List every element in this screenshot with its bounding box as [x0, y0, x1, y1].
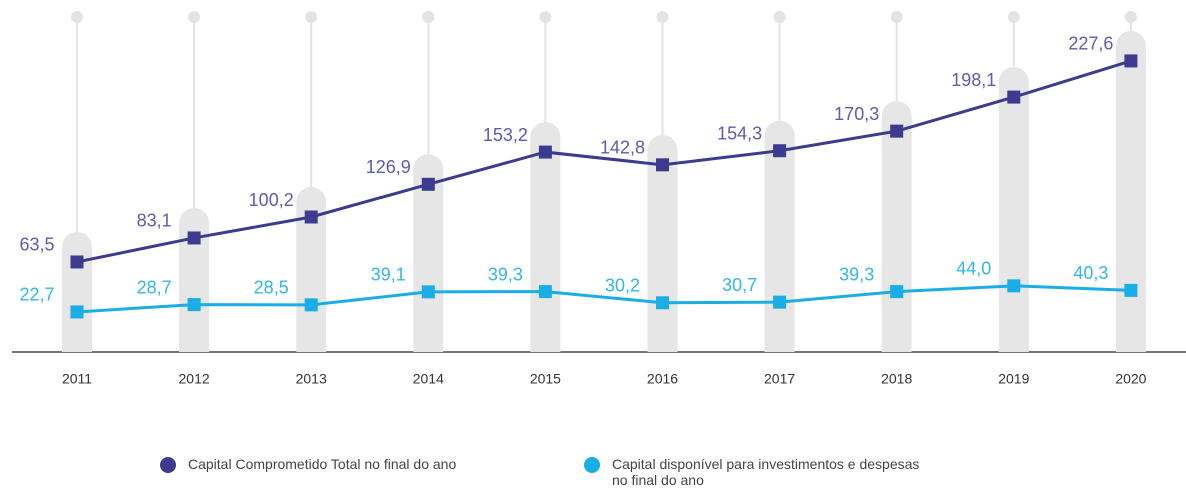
x-tick-label: 2019 [998, 371, 1029, 387]
point-marker [656, 158, 669, 172]
pillar-dot [422, 11, 435, 23]
pillar-dot [890, 11, 903, 23]
pillar [998, 67, 1029, 353]
x-tick-label: 2011 [62, 371, 92, 387]
legend-swatch [584, 457, 600, 473]
point-marker [70, 255, 84, 269]
x-tick-label: 2020 [1115, 371, 1146, 387]
pillar [296, 187, 327, 352]
legend-label: Capital Comprometido Total no final do a… [188, 456, 457, 472]
legend-label: Capital disponível para investimentos e … [612, 456, 920, 488]
point-marker [1124, 283, 1138, 297]
point-marker [70, 305, 84, 319]
point-marker [421, 285, 435, 299]
chart: 2011 2012 2013 2014 2015 2016 2017 2018 2019 2020… [12, 11, 1186, 387]
data-label: 39,3 [839, 264, 874, 284]
x-tick-label: 2013 [296, 371, 327, 387]
point-marker [421, 177, 435, 191]
point-marker [656, 296, 669, 310]
data-label: 154,3 [717, 123, 762, 143]
pillar [413, 154, 444, 352]
point-marker [187, 298, 201, 312]
x-tick-label: 2015 [530, 371, 561, 387]
x-tick-label: 2012 [179, 371, 210, 387]
pillar [179, 207, 210, 352]
data-label: 63,5 [19, 235, 54, 255]
data-label: 227,6 [1068, 34, 1113, 54]
legend-item: Capital Comprometido Total no final do a… [160, 456, 456, 473]
data-label: 39,3 [488, 264, 523, 284]
series-line [76, 284, 1131, 314]
point-marker [890, 124, 904, 138]
data-label: 28,7 [137, 277, 172, 297]
data-label: 40,3 [1073, 263, 1108, 283]
x-tick-label: 2018 [881, 371, 912, 387]
x-tick-label: 2017 [764, 371, 795, 387]
point-marker [304, 298, 318, 312]
data-label: 170,3 [834, 104, 879, 124]
pillar [881, 101, 912, 352]
pillar-dot [188, 11, 201, 23]
x-tick-label: 2014 [413, 371, 444, 387]
point-marker [1124, 54, 1138, 68]
pillar [1115, 30, 1146, 352]
data-label: 153,2 [483, 125, 528, 145]
data-label: 30,7 [722, 275, 757, 295]
point-marker [1007, 90, 1021, 104]
data-label: 28,5 [254, 278, 289, 298]
pillar-dot [539, 11, 552, 23]
pillar-dot [305, 11, 318, 23]
data-label: 126,9 [366, 157, 411, 177]
point-marker [1007, 279, 1021, 293]
data-label: 30,2 [605, 276, 640, 296]
data-label: 83,1 [137, 211, 172, 231]
legend-item: Capital disponível para investimentos e … [584, 456, 924, 488]
pillar-dot [656, 11, 669, 23]
data-label: 39,1 [371, 265, 406, 285]
legend-swatch [160, 457, 176, 473]
pillar [647, 134, 678, 352]
point-marker [773, 295, 787, 309]
pillar [530, 122, 561, 352]
pillar-dot [71, 11, 83, 23]
point-marker [890, 285, 904, 299]
point-marker [304, 210, 318, 224]
point-marker [773, 144, 787, 158]
x-tick-label: 2016 [647, 371, 678, 387]
point-marker [538, 145, 552, 159]
data-label: 44,0 [956, 259, 991, 279]
pillar-dot [1124, 11, 1137, 23]
point-marker [187, 231, 201, 245]
data-label: 100,2 [249, 190, 294, 210]
data-label: 142,8 [600, 138, 645, 158]
pillar [764, 120, 795, 352]
pillar [62, 231, 92, 352]
data-label: 198,1 [951, 70, 996, 90]
series-line [76, 59, 1132, 264]
pillar-dot [1007, 11, 1020, 23]
data-label: 22,7 [19, 285, 54, 305]
point-marker [538, 285, 552, 299]
pillar-dot [773, 11, 786, 23]
